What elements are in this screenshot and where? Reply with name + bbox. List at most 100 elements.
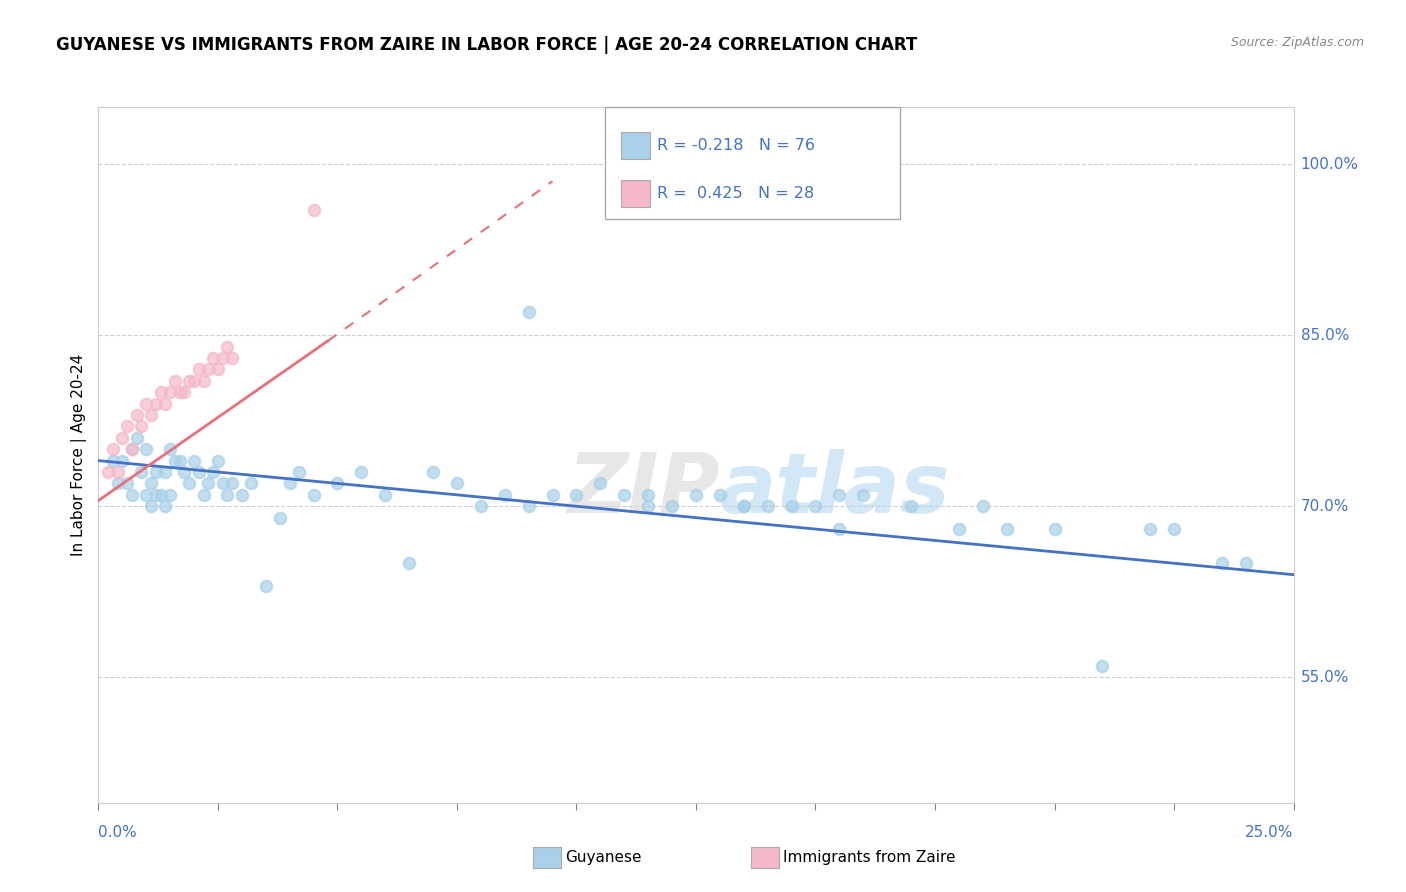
Point xyxy=(155,500,177,514)
Point xyxy=(470,500,492,514)
Point xyxy=(187,465,209,479)
Text: 100.0%: 100.0% xyxy=(1301,157,1358,171)
Point xyxy=(202,465,225,479)
Point xyxy=(121,442,143,457)
Point xyxy=(254,579,277,593)
Point xyxy=(288,465,311,479)
Point xyxy=(398,556,420,570)
Point xyxy=(207,362,229,376)
Point xyxy=(179,374,201,388)
Text: R =  0.425   N = 28: R = 0.425 N = 28 xyxy=(657,186,814,201)
Point xyxy=(107,476,129,491)
Point xyxy=(948,522,970,536)
Point xyxy=(1043,522,1066,536)
Point xyxy=(193,488,215,502)
Point xyxy=(125,431,148,445)
Point xyxy=(135,396,157,410)
Point xyxy=(1211,556,1233,570)
Point xyxy=(149,385,172,400)
Point xyxy=(995,522,1018,536)
Point xyxy=(517,305,540,319)
Y-axis label: In Labor Force | Age 20-24: In Labor Force | Age 20-24 xyxy=(72,354,87,556)
Point xyxy=(159,488,181,502)
Text: 0.0%: 0.0% xyxy=(98,825,138,840)
Point xyxy=(541,488,564,502)
Point xyxy=(145,465,167,479)
Text: 70.0%: 70.0% xyxy=(1301,499,1348,514)
Point xyxy=(107,465,129,479)
Text: 85.0%: 85.0% xyxy=(1301,327,1348,343)
Point xyxy=(211,476,233,491)
Point xyxy=(163,453,186,467)
Point xyxy=(733,500,755,514)
Point xyxy=(163,374,186,388)
Point xyxy=(131,419,153,434)
Text: atlas: atlas xyxy=(720,450,950,530)
Text: Guyanese: Guyanese xyxy=(565,850,641,864)
Point xyxy=(637,488,659,502)
Point xyxy=(111,431,134,445)
Point xyxy=(446,476,468,491)
Point xyxy=(804,500,827,514)
Point xyxy=(115,419,138,434)
Point xyxy=(207,453,229,467)
Point xyxy=(115,476,138,491)
Point xyxy=(828,522,851,536)
Point xyxy=(828,488,851,502)
Point xyxy=(101,453,124,467)
Point xyxy=(637,500,659,514)
Point xyxy=(278,476,301,491)
Text: ZIP: ZIP xyxy=(567,450,720,530)
Point xyxy=(852,488,875,502)
Point xyxy=(202,351,225,365)
Point xyxy=(145,396,167,410)
Point xyxy=(139,500,162,514)
Point xyxy=(217,340,239,354)
Point xyxy=(179,476,201,491)
Text: GUYANESE VS IMMIGRANTS FROM ZAIRE IN LABOR FORCE | AGE 20-24 CORRELATION CHART: GUYANESE VS IMMIGRANTS FROM ZAIRE IN LAB… xyxy=(56,36,918,54)
Text: Source: ZipAtlas.com: Source: ZipAtlas.com xyxy=(1230,36,1364,49)
Point xyxy=(125,408,148,422)
Point xyxy=(1163,522,1185,536)
Point xyxy=(145,488,167,502)
Point xyxy=(131,465,153,479)
Point xyxy=(661,500,683,514)
Point xyxy=(302,202,325,217)
Point xyxy=(173,385,195,400)
Point xyxy=(159,385,181,400)
Point xyxy=(197,476,219,491)
Point xyxy=(183,453,205,467)
Point xyxy=(193,374,215,388)
Point xyxy=(149,488,172,502)
Point xyxy=(169,453,191,467)
Point xyxy=(135,442,157,457)
Point xyxy=(302,488,325,502)
Point xyxy=(121,442,143,457)
Point xyxy=(422,465,444,479)
Point xyxy=(517,500,540,514)
Point xyxy=(709,488,731,502)
Point xyxy=(972,500,994,514)
Point xyxy=(756,500,779,514)
Text: 25.0%: 25.0% xyxy=(1246,825,1294,840)
Text: 55.0%: 55.0% xyxy=(1301,670,1348,685)
Point xyxy=(1139,522,1161,536)
Point xyxy=(183,374,205,388)
Point xyxy=(733,500,755,514)
Point xyxy=(565,488,588,502)
Point xyxy=(111,453,134,467)
Point xyxy=(326,476,349,491)
Text: R = -0.218   N = 76: R = -0.218 N = 76 xyxy=(657,137,814,153)
Point xyxy=(187,362,209,376)
Point xyxy=(135,488,157,502)
Point xyxy=(101,442,124,457)
Point xyxy=(269,510,291,524)
Point xyxy=(374,488,396,502)
Point xyxy=(155,396,177,410)
Point xyxy=(221,476,243,491)
Point xyxy=(1234,556,1257,570)
Point xyxy=(217,488,239,502)
Point xyxy=(240,476,263,491)
Point xyxy=(231,488,253,502)
Point xyxy=(900,500,922,514)
